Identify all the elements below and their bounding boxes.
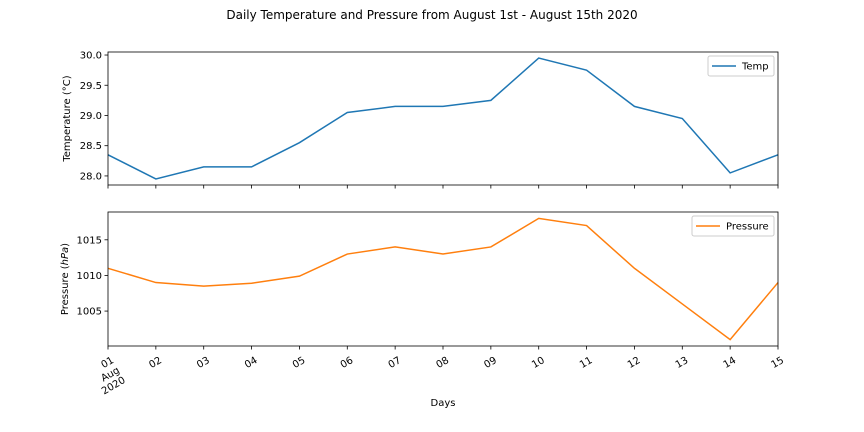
- pressure-ytick-label: 1005: [77, 307, 102, 318]
- temperature-plot-frame: [107, 51, 779, 186]
- pressure-yticks: 1005 1010 1015: [77, 235, 108, 318]
- pressure-xtick-label: 06: [339, 355, 356, 371]
- temperature-ytick-label: 29.0: [80, 111, 102, 122]
- pressure-xtick-label: 12: [626, 355, 643, 371]
- pressure-legend-box: [691, 215, 775, 237]
- temperature-ytick-label: 29.5: [80, 81, 102, 92]
- temperature-ytick-label: 28.0: [80, 171, 102, 182]
- temperature-series-line: [107, 57, 779, 180]
- temperature-ytick-label: 28.5: [80, 141, 102, 152]
- temperature-chart: 28.0 28.5 29.0 29.5 30.0 Temperature (°C) Te…: [62, 51, 779, 189]
- pressure-xtick-label: 09: [482, 355, 499, 371]
- pressure-legend: Pressure: [691, 215, 775, 237]
- temperature-y-axis-label: Temperature (°C): [62, 75, 73, 162]
- temperature-ytick-label: 30.0: [80, 51, 102, 62]
- pressure-chart: 01Aug2020 02 03 04 05 06 07 08 09 10 11 12 13 14 15 10…: [60, 211, 786, 409]
- figure-title: Daily Temperature and Pressure from Augu…: [226, 8, 637, 22]
- pressure-xtick-label: 01Aug2020: [88, 355, 127, 397]
- temperature-legend-box: [707, 55, 775, 77]
- pressure-xtick-label: 10: [530, 355, 547, 371]
- pressure-series-line: [107, 217, 779, 341]
- pressure-ytick-label: 1010: [77, 271, 102, 282]
- pressure-xtick-label: 04: [243, 355, 260, 371]
- pressure-ytick-label: 1015: [77, 235, 102, 246]
- temperature-legend: Temp: [707, 55, 775, 77]
- pressure-xtick-label: 05: [291, 355, 308, 371]
- pressure-plot-frame: [107, 211, 779, 347]
- pressure-legend-label: Pressure: [726, 222, 769, 233]
- pressure-xtick-label: 14: [722, 355, 739, 371]
- temperature-yticks: 28.0 28.5 29.0 29.5 30.0: [80, 51, 108, 182]
- pressure-xtick-label: 08: [434, 355, 451, 371]
- pressure-xtick-label: 02: [147, 355, 164, 371]
- pressure-xtick-label: 15: [769, 355, 786, 371]
- pressure-y-axis-label: Pressure (hPa): [60, 243, 71, 315]
- pressure-xtick-label: 07: [387, 355, 404, 371]
- pressure-xtick-label: 03: [195, 355, 212, 371]
- temperature-xtick-marks: [107, 185, 779, 189]
- pressure-xtick-label: 13: [674, 355, 691, 371]
- pressure-xtick-label: 11: [578, 355, 595, 371]
- pressure-x-axis-label: Days: [431, 398, 456, 409]
- pressure-xticks: 01Aug2020 02 03 04 05 06 07 08 09 10 11 12 13 14 15: [88, 346, 786, 397]
- temperature-legend-label: Temp: [741, 62, 769, 73]
